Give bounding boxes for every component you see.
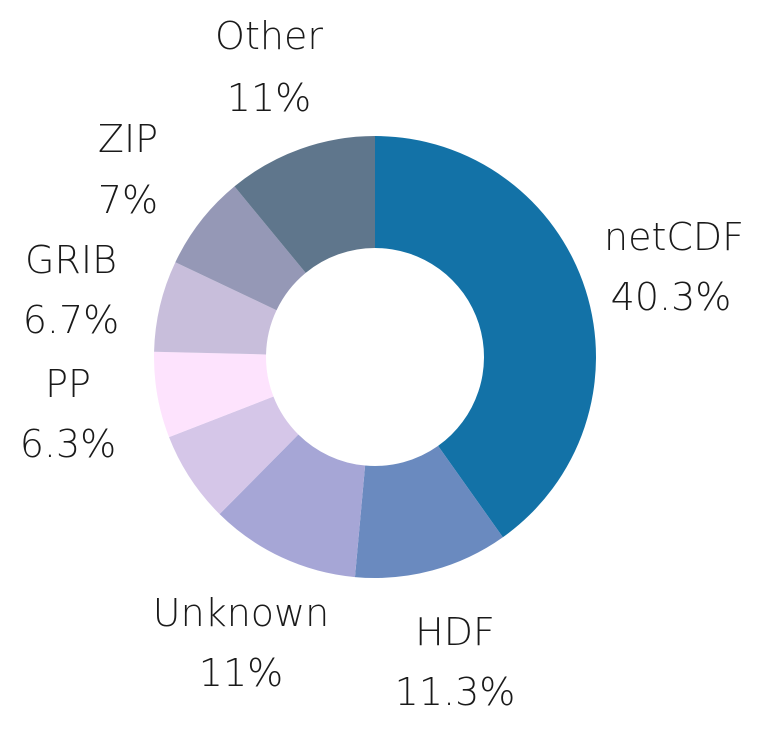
donut-slice-pp — [154, 351, 274, 438]
percent-grib: 6.7% — [23, 298, 120, 342]
label-grib: GRIB — [25, 238, 117, 282]
label-hdf: HDF — [415, 610, 495, 654]
percent-hdf: 11.3% — [395, 670, 516, 714]
donut-slice-grib — [154, 262, 277, 355]
donut-slices — [154, 136, 596, 579]
percent-netcdf: 40.3% — [611, 275, 732, 319]
label-other: Other — [215, 14, 323, 58]
label-unknown: Unknown — [153, 591, 329, 635]
label-pp: PP — [45, 362, 91, 406]
percent-zip: 7% — [98, 178, 158, 222]
donut-slice-unlabeled-3 — [169, 396, 299, 515]
label-netcdf: netCDF — [604, 215, 744, 259]
donut-slice-unknown — [219, 434, 366, 578]
percent-unknown: 11% — [199, 651, 283, 695]
donut-slice-zip — [175, 186, 306, 311]
percent-pp: 6.3% — [20, 422, 117, 466]
donut-slice-hdf — [354, 445, 503, 579]
donut-slice-netcdf — [375, 136, 596, 538]
donut-slice-other — [234, 136, 375, 273]
percent-other: 11% — [227, 76, 311, 120]
label-zip: ZIP — [98, 117, 158, 161]
